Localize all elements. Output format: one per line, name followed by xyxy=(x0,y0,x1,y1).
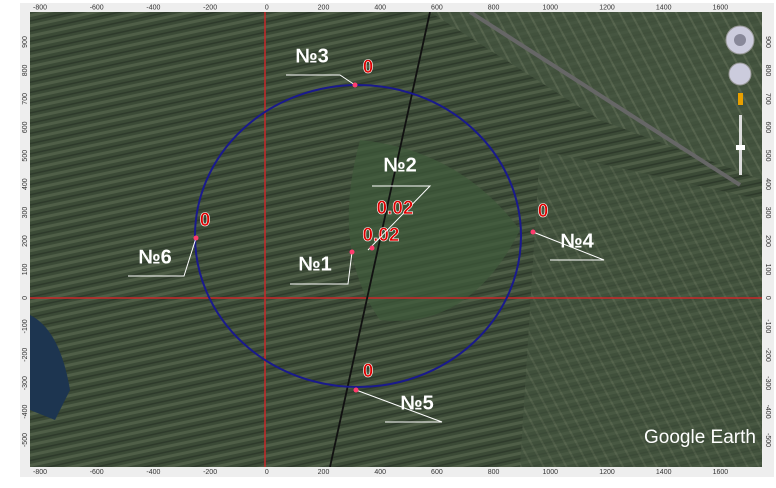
y-tick-label: -200 xyxy=(764,348,771,362)
x-tick-label: -800 xyxy=(33,469,47,476)
y-tick-label: 600 xyxy=(22,121,29,133)
y-tick-label: -500 xyxy=(22,433,29,447)
x-tick-label: 1600 xyxy=(713,469,729,476)
road-line xyxy=(329,11,431,468)
y-tick-label: 100 xyxy=(22,263,29,275)
point-label: №3 xyxy=(295,45,328,67)
brand: Google Earth xyxy=(644,427,756,448)
x-tick-label: -600 xyxy=(90,469,104,476)
road xyxy=(468,10,742,187)
y-tick-label: 100 xyxy=(764,264,771,276)
point-label: №4 xyxy=(560,230,594,252)
nav-controls[interactable] xyxy=(725,25,755,175)
point-value: 0.02 xyxy=(377,198,414,219)
leader-line xyxy=(532,231,605,261)
zoom-handle[interactable] xyxy=(736,145,745,150)
y-tick-label: 900 xyxy=(764,36,771,48)
lake xyxy=(30,315,70,420)
y-tick-label: 900 xyxy=(22,36,29,48)
y-tick-label: 300 xyxy=(22,207,29,219)
sample-point xyxy=(353,387,359,393)
x-tick-label: 400 xyxy=(374,469,386,476)
leader-line xyxy=(128,237,197,277)
leader-line xyxy=(290,251,353,285)
x-tick-label: 200 xyxy=(318,4,330,11)
point-value: 0.02 xyxy=(363,225,400,246)
point-value: 0 xyxy=(200,210,211,231)
x-tick-label: 1000 xyxy=(543,469,559,476)
look-control-center xyxy=(734,34,746,46)
terrain xyxy=(430,12,762,180)
x-tick-label: -400 xyxy=(146,4,160,11)
y-tick-label: -400 xyxy=(22,404,29,418)
y-tick-label: 0 xyxy=(22,296,29,300)
x-tick-label: 1200 xyxy=(599,469,615,476)
leader-line xyxy=(367,185,432,251)
y-tick-label: -300 xyxy=(764,376,771,390)
x-tick-label: -400 xyxy=(146,469,160,476)
y-tick-label: 300 xyxy=(764,207,771,219)
y-tick-label: 200 xyxy=(22,235,29,247)
street-view[interactable] xyxy=(738,93,743,105)
sample-point xyxy=(193,235,199,241)
x-tick-label: -200 xyxy=(203,469,217,476)
x-tick-label: 0 xyxy=(265,469,269,476)
x-tick-label: -600 xyxy=(90,4,104,11)
leader-line xyxy=(286,74,356,86)
ruler-bottom xyxy=(30,467,762,477)
ruler-top xyxy=(30,3,762,12)
y-tick-label: 200 xyxy=(764,235,771,247)
sample-point xyxy=(349,249,355,255)
y-tick-label: -300 xyxy=(22,376,29,390)
x-tick-label: 1400 xyxy=(656,4,672,11)
x-tick-label: 600 xyxy=(431,469,443,476)
y-tick-label: 400 xyxy=(764,178,771,190)
y-tick-label: 800 xyxy=(22,64,29,76)
ruler-left xyxy=(20,3,30,477)
y-tick-label: 700 xyxy=(764,93,771,105)
terrain xyxy=(520,150,762,467)
x-tick-label: 800 xyxy=(488,469,500,476)
y-tick-label: -100 xyxy=(764,319,771,333)
point-value: 0 xyxy=(363,361,374,382)
x-tick-label: 1400 xyxy=(656,469,672,476)
ruler-right xyxy=(762,3,774,477)
point-label: №6 xyxy=(138,246,171,268)
x-tick-label: 1000 xyxy=(543,4,559,11)
y-tick-label: 500 xyxy=(764,150,771,162)
x-tick-label: 1600 xyxy=(713,4,729,11)
y-tick-label: -200 xyxy=(22,348,29,362)
y-tick-label: -400 xyxy=(764,405,771,419)
sample-point xyxy=(530,229,536,235)
leader-line xyxy=(355,389,443,423)
y-tick-label: 400 xyxy=(22,178,29,190)
y-tick-label: 800 xyxy=(764,65,771,77)
y-tick-label: 500 xyxy=(22,150,29,162)
point-value: 0 xyxy=(363,57,374,78)
y-tick-label: 0 xyxy=(764,296,771,300)
point-label: №1 xyxy=(298,253,331,275)
y-tick-label: -100 xyxy=(22,319,29,333)
point-label: №5 xyxy=(400,392,433,414)
x-tick-label: 1200 xyxy=(599,4,615,11)
x-tick-label: -200 xyxy=(203,4,217,11)
x-tick-label: 800 xyxy=(488,4,500,11)
point-value: 0 xyxy=(538,201,549,222)
x-tick-label: 0 xyxy=(265,4,269,11)
sample-point xyxy=(352,82,358,88)
x-tick-label: -800 xyxy=(33,4,47,11)
sample-point xyxy=(369,245,375,251)
x-tick-label: 600 xyxy=(431,4,443,11)
x-tick-label: 400 xyxy=(374,4,386,11)
point-label: №2 xyxy=(383,154,416,176)
y-tick-label: 600 xyxy=(764,121,771,133)
y-tick-label: 700 xyxy=(22,93,29,105)
x-tick-label: 200 xyxy=(318,469,330,476)
y-tick-label: -500 xyxy=(764,433,771,447)
move-control[interactable] xyxy=(728,62,752,86)
